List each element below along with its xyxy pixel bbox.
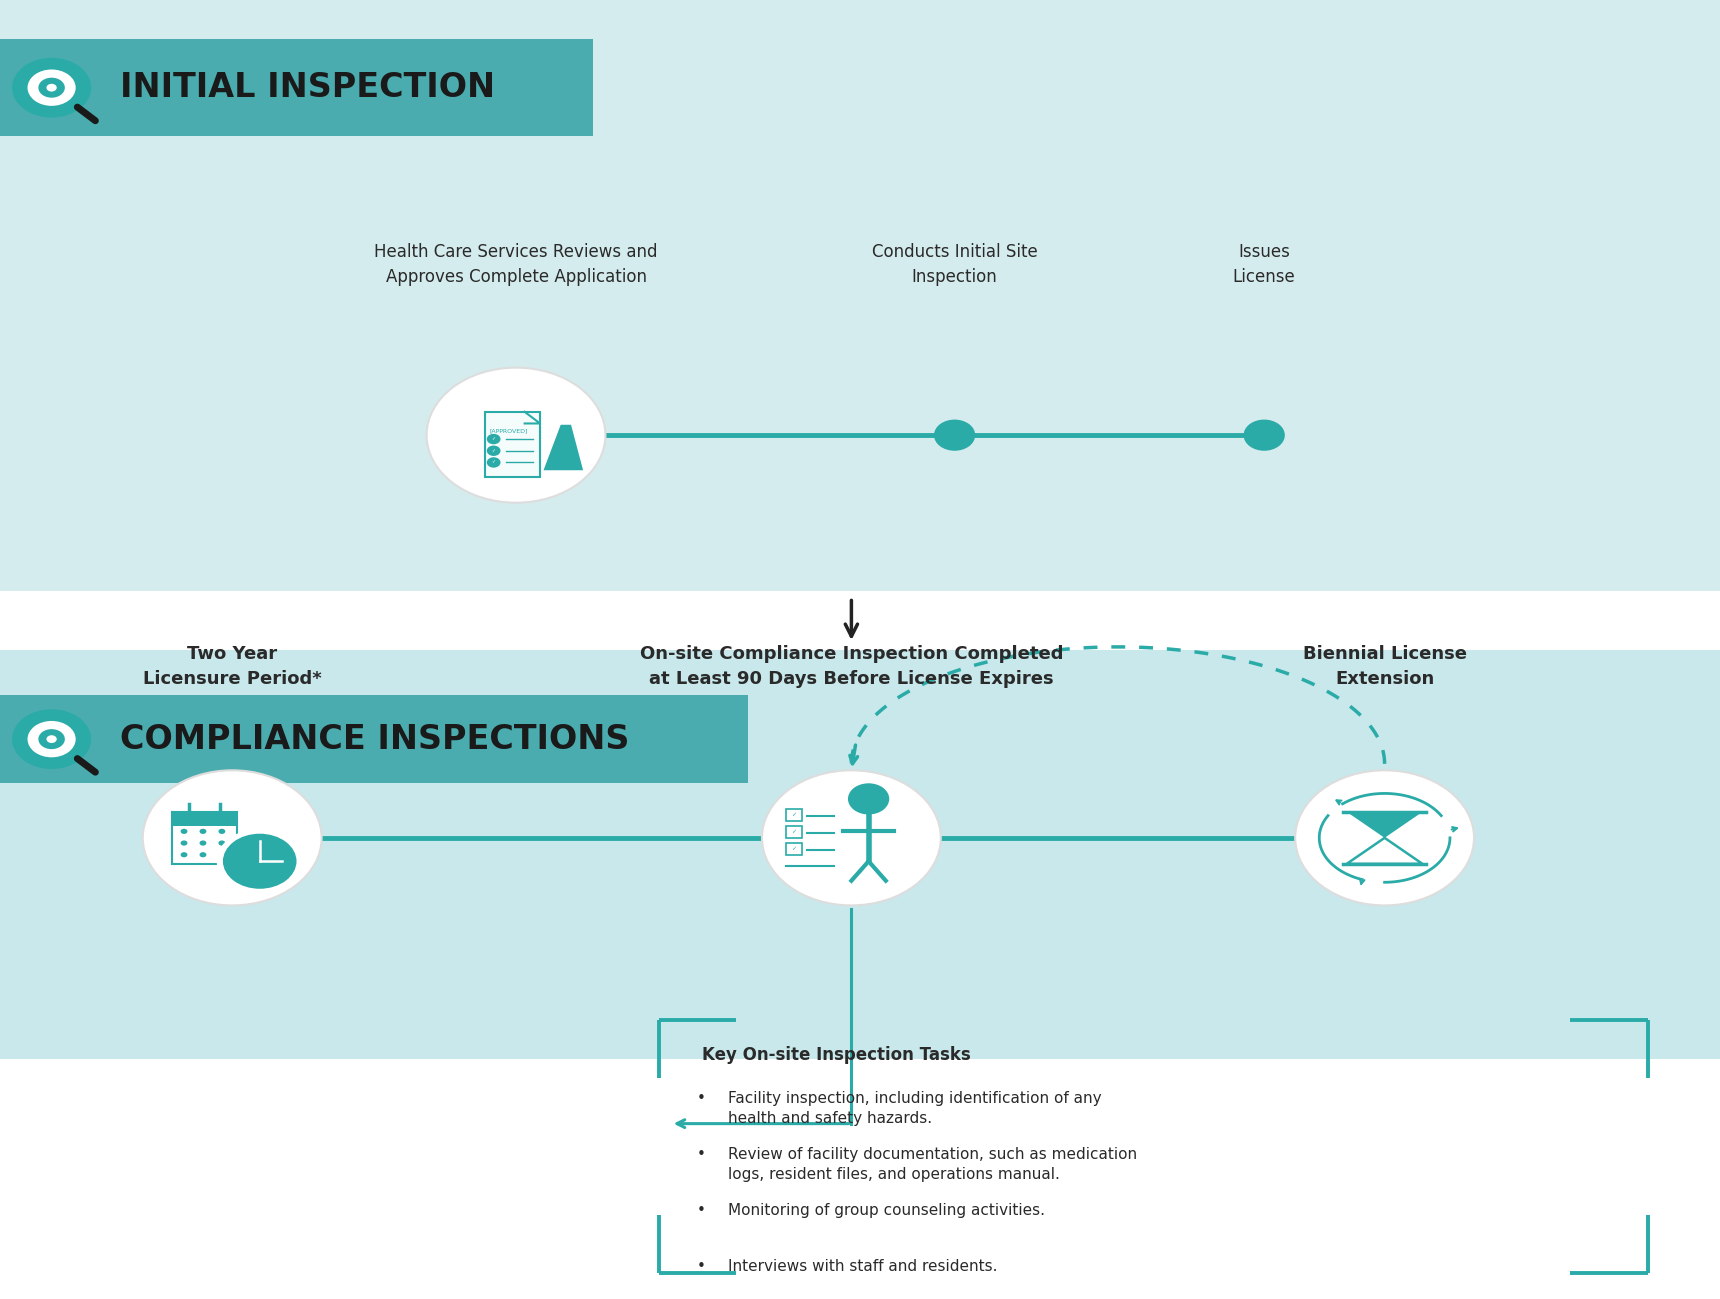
- Text: INITIAL INSPECTION: INITIAL INSPECTION: [120, 71, 495, 104]
- Circle shape: [181, 852, 187, 857]
- Circle shape: [218, 829, 225, 834]
- FancyBboxPatch shape: [172, 812, 237, 864]
- Text: ✓: ✓: [492, 447, 495, 452]
- Circle shape: [218, 840, 225, 846]
- Text: ✓: ✓: [492, 459, 495, 464]
- Circle shape: [1244, 420, 1285, 451]
- Circle shape: [487, 434, 501, 444]
- Bar: [172, 812, 237, 826]
- Circle shape: [46, 83, 57, 92]
- Text: ✓: ✓: [791, 813, 796, 817]
- Circle shape: [143, 770, 322, 905]
- Bar: [0, 650, 1720, 1059]
- Polygon shape: [1347, 812, 1422, 838]
- Circle shape: [200, 829, 206, 834]
- Text: Health Care Services Reviews and
Approves Complete Application: Health Care Services Reviews and Approve…: [375, 243, 657, 286]
- Circle shape: [762, 770, 941, 905]
- Text: Interviews with staff and residents.: Interviews with staff and residents.: [728, 1259, 998, 1274]
- Circle shape: [12, 58, 91, 118]
- Circle shape: [848, 783, 889, 814]
- Bar: [0, 695, 748, 783]
- Bar: [786, 843, 802, 855]
- Circle shape: [487, 446, 501, 456]
- Polygon shape: [544, 425, 583, 470]
- Circle shape: [427, 368, 605, 503]
- Circle shape: [218, 852, 225, 857]
- Text: Monitoring of group counseling activities.: Monitoring of group counseling activitie…: [728, 1203, 1044, 1218]
- Bar: [0, 0, 1720, 591]
- Text: ✓: ✓: [791, 830, 796, 834]
- Text: Facility inspection, including identification of any
health and safety hazards.: Facility inspection, including identific…: [728, 1091, 1101, 1126]
- Bar: [786, 826, 802, 838]
- Text: Biennial License
Extension: Biennial License Extension: [1302, 646, 1467, 688]
- Bar: [0, 39, 593, 136]
- Text: •: •: [697, 1203, 705, 1218]
- Circle shape: [38, 78, 65, 97]
- Circle shape: [200, 852, 206, 857]
- Text: Two Year
Licensure Period*: Two Year Licensure Period*: [143, 646, 322, 688]
- Circle shape: [181, 829, 187, 834]
- Text: COMPLIANCE INSPECTIONS: COMPLIANCE INSPECTIONS: [120, 722, 630, 756]
- Circle shape: [1295, 770, 1474, 905]
- Text: •: •: [697, 1091, 705, 1107]
- Text: [APPROVED]: [APPROVED]: [490, 429, 528, 434]
- Circle shape: [934, 420, 975, 451]
- Text: Issues
License: Issues License: [1233, 243, 1295, 286]
- Circle shape: [38, 729, 65, 750]
- Text: ✓: ✓: [791, 847, 796, 851]
- Circle shape: [487, 457, 501, 468]
- Bar: [786, 809, 802, 821]
- Circle shape: [222, 833, 298, 890]
- Text: On-site Compliance Inspection Completed
at Least 90 Days Before License Expires: On-site Compliance Inspection Completed …: [640, 646, 1063, 688]
- Circle shape: [46, 735, 57, 743]
- Text: •: •: [697, 1147, 705, 1163]
- Text: Key On-site Inspection Tasks: Key On-site Inspection Tasks: [702, 1046, 970, 1064]
- Text: Conducts Initial Site
Inspection: Conducts Initial Site Inspection: [872, 243, 1037, 286]
- Text: ✓: ✓: [492, 435, 495, 440]
- Circle shape: [28, 721, 76, 757]
- Circle shape: [28, 70, 76, 107]
- FancyBboxPatch shape: [485, 412, 540, 477]
- Text: Review of facility documentation, such as medication
logs, resident files, and o: Review of facility documentation, such a…: [728, 1147, 1137, 1182]
- Circle shape: [181, 840, 187, 846]
- Text: •: •: [697, 1259, 705, 1274]
- Circle shape: [12, 709, 91, 769]
- Circle shape: [200, 840, 206, 846]
- Circle shape: [217, 829, 303, 894]
